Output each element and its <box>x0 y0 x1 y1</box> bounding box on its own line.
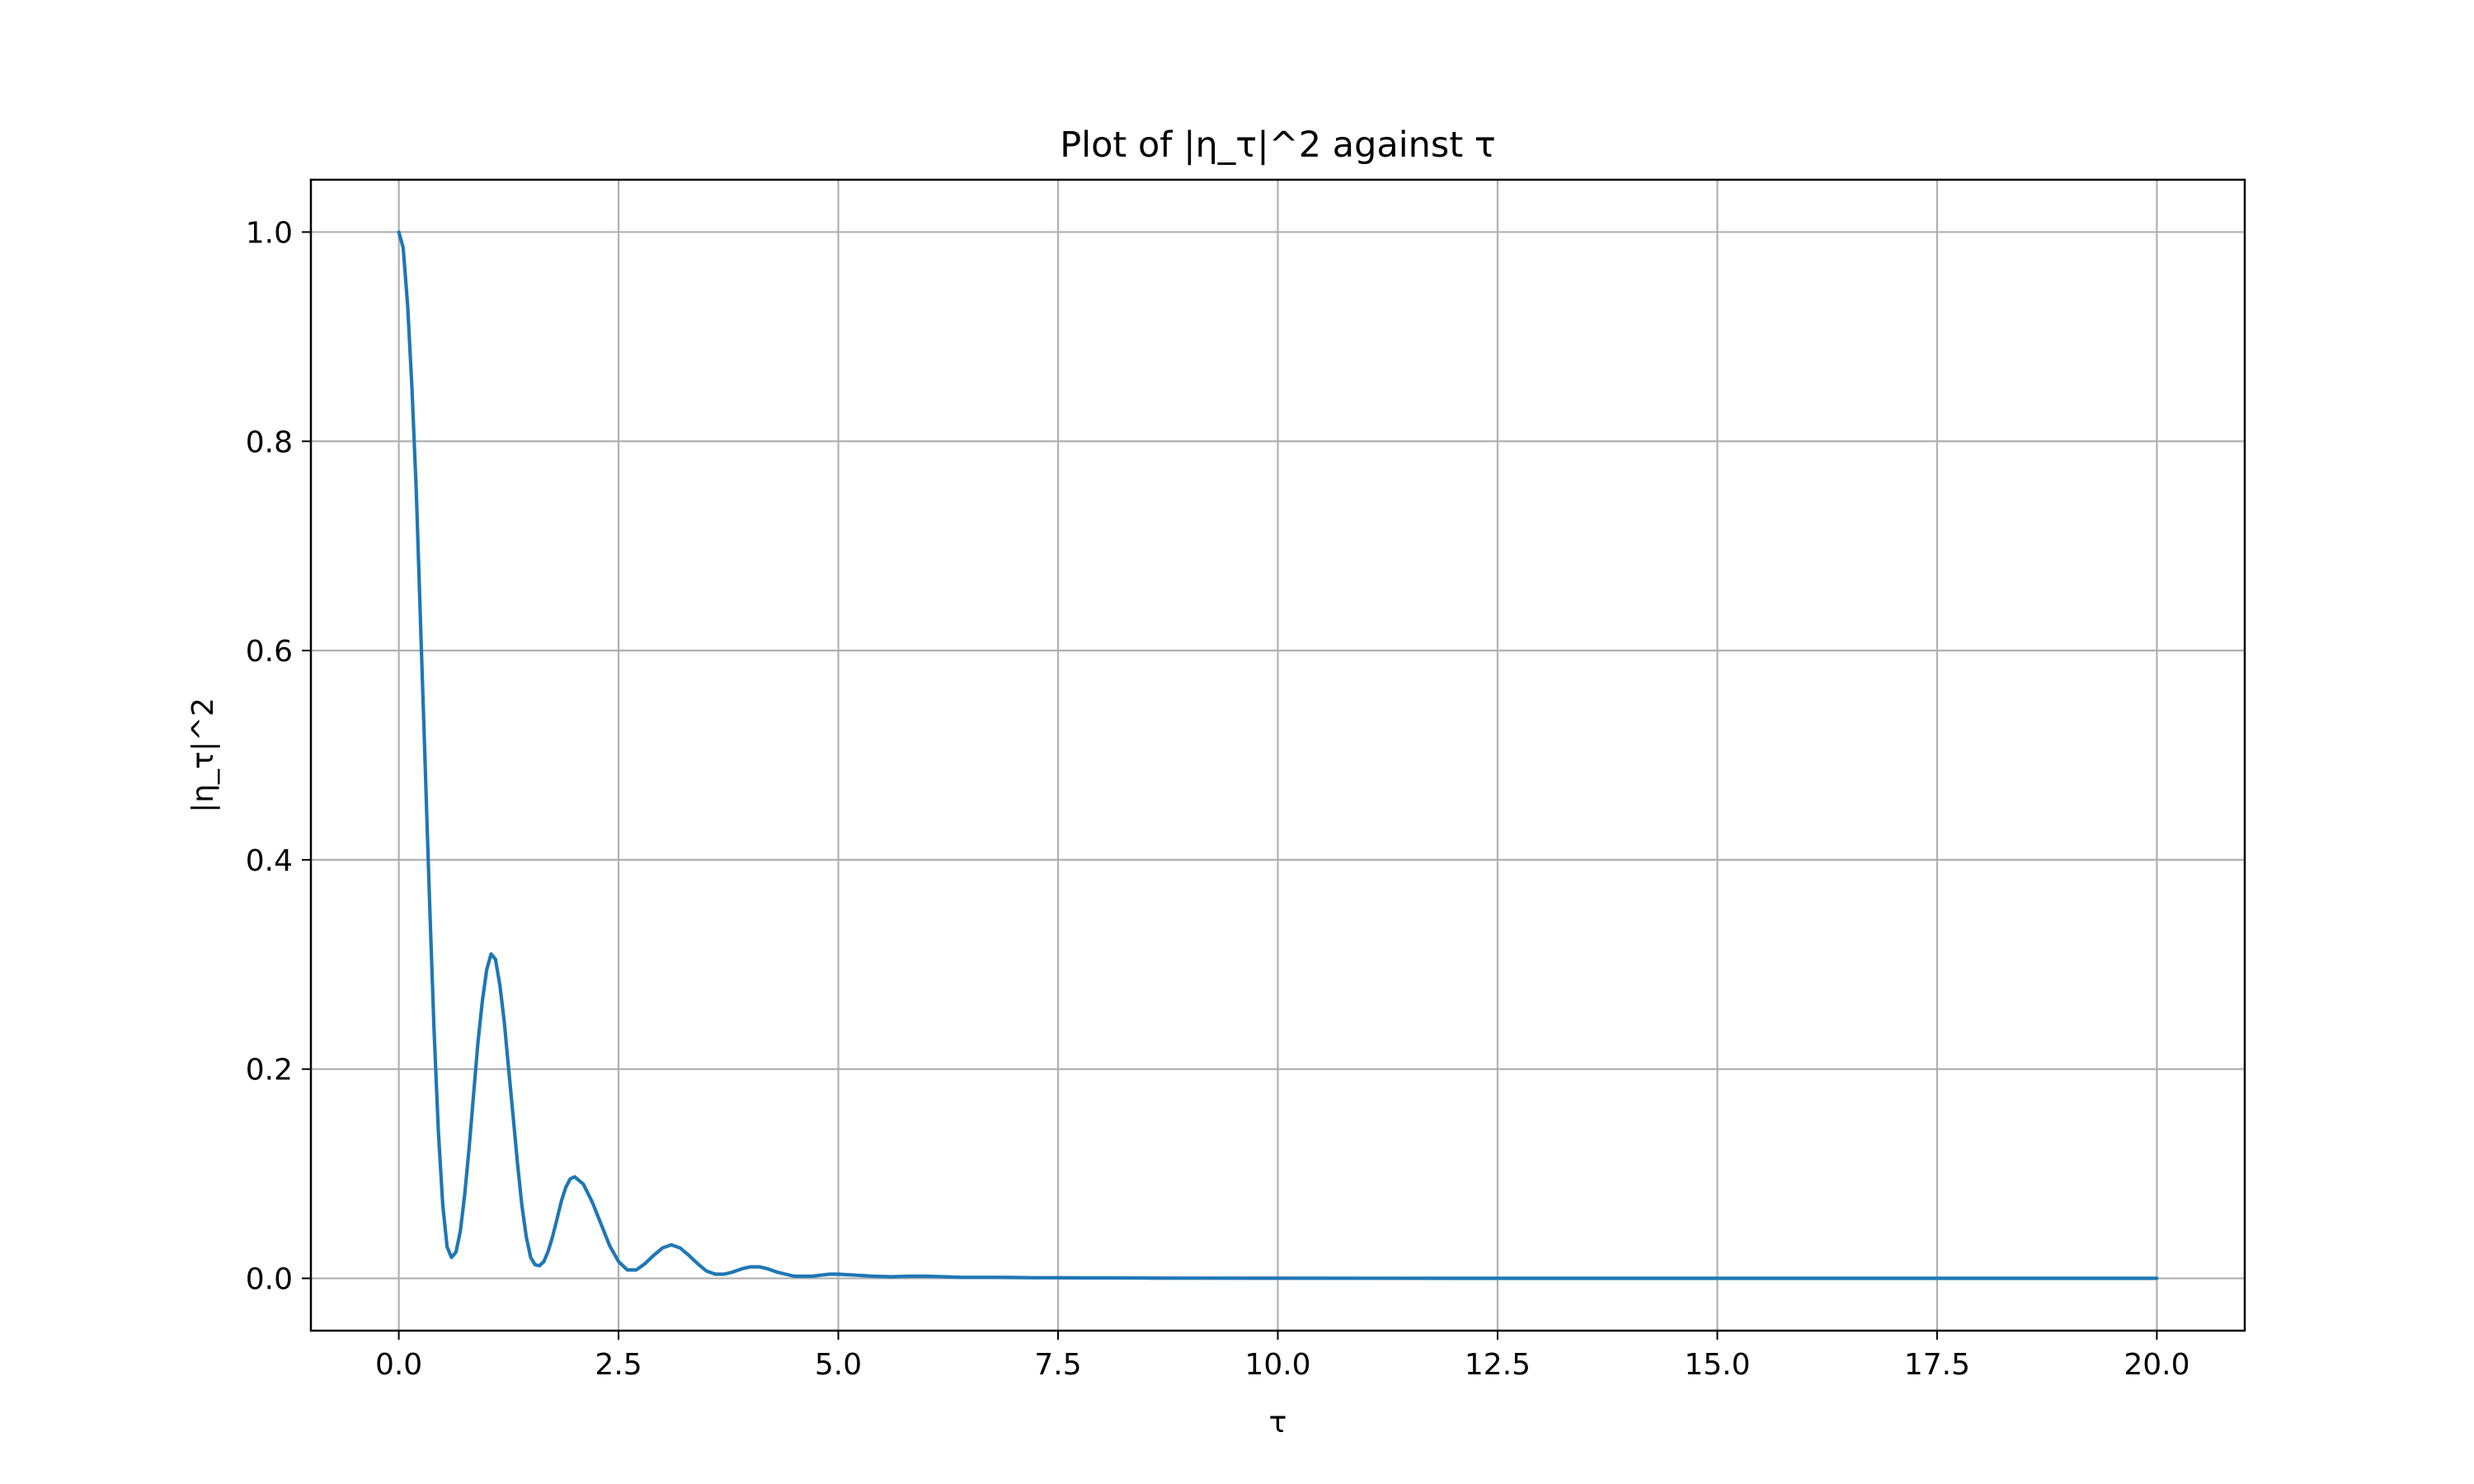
y-tick-label: 0.2 <box>246 1054 293 1087</box>
x-tick-label: 7.5 <box>1034 1348 1081 1382</box>
x-tick-label: 5.0 <box>815 1348 862 1382</box>
y-tick-label: 0.4 <box>246 844 293 878</box>
y-tick-label: 0.8 <box>246 425 293 459</box>
x-tick-label: 12.5 <box>1465 1348 1531 1382</box>
series-line <box>397 230 2159 1280</box>
x-tick-label: 15.0 <box>1684 1348 1750 1382</box>
chart-title: Plot of |η_τ|^2 against τ <box>1060 124 1496 166</box>
y-tick-label: 0.6 <box>246 635 293 669</box>
y-tick-label: 0.0 <box>246 1263 293 1297</box>
y-axis-label: |η_τ|^2 <box>186 697 220 813</box>
x-tick-label: 17.5 <box>1904 1348 1970 1382</box>
data-layer <box>397 230 2159 1280</box>
x-tick-label: 2.5 <box>595 1348 642 1382</box>
x-tick-label: 0.0 <box>375 1348 422 1382</box>
y-tick-label: 1.0 <box>246 216 293 250</box>
x-tick-label: 10.0 <box>1244 1348 1310 1382</box>
x-tick-label: 20.0 <box>2124 1348 2189 1382</box>
x-axis-label: τ <box>1269 1406 1287 1439</box>
ticks: 0.0 2.5 5.0 7.5 10.0 12.5 15.0 17.5 20.0 0.0 0.2 0.… <box>246 216 2190 1382</box>
